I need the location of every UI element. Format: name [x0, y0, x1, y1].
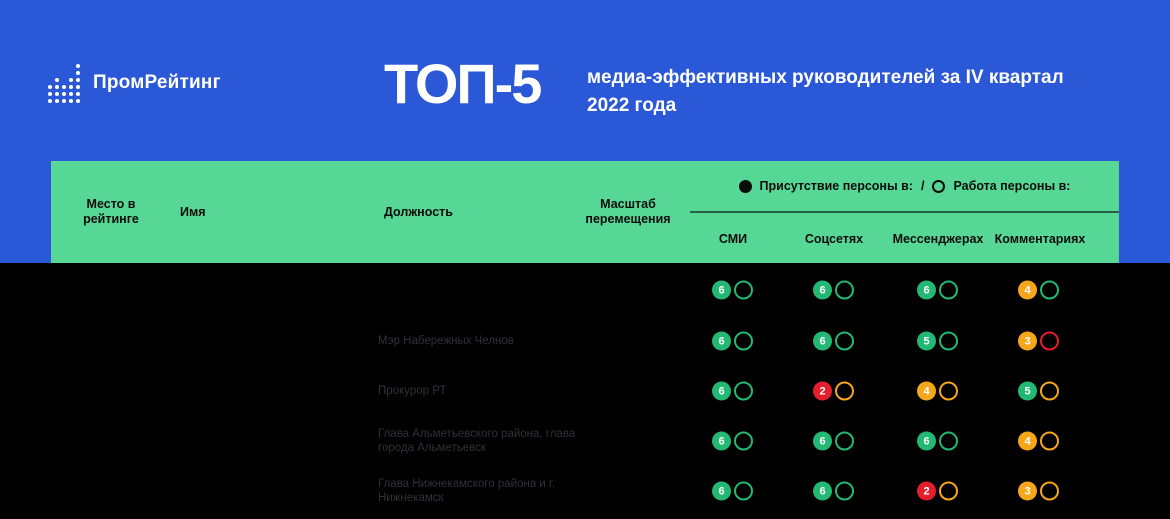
- metric-cell: 6: [712, 331, 753, 351]
- presence-score-circle: 2: [813, 381, 832, 401]
- metric-cell: 6: [813, 481, 854, 501]
- presence-score-circle: 4: [917, 381, 936, 401]
- logo-dot-column: [48, 85, 52, 103]
- page-subtitle-line2: 2022 года: [587, 95, 677, 116]
- header-divider: [690, 211, 1119, 213]
- metric-cell: 6: [917, 280, 958, 300]
- presence-score-circle: 5: [1018, 381, 1037, 401]
- page-subtitle-line1: медиа-эффективных руководителей за IV кв…: [587, 67, 1064, 88]
- work-score-ring: [835, 280, 854, 300]
- metric-cell: 4: [1018, 431, 1059, 451]
- table-row: Мэр Набережных Челнов 6 6 5 3: [0, 314, 1170, 368]
- brand-name: ПромРейтинг: [93, 72, 221, 93]
- logo-dot-column: [62, 85, 66, 103]
- presence-score-circle: 6: [712, 431, 731, 451]
- legend-work-label: Работа персоны в:: [953, 179, 1071, 193]
- logo-dot-column: [69, 78, 73, 103]
- presence-score-circle: 6: [813, 280, 832, 300]
- presence-score-circle: 4: [1018, 431, 1037, 451]
- position-cell: Прокурор РТ: [378, 385, 447, 397]
- presence-score-circle: 6: [813, 431, 832, 451]
- work-score-ring: [939, 280, 958, 300]
- work-score-ring: [1040, 431, 1059, 451]
- legend-presence-label: Присутствие персоны в:: [759, 179, 913, 193]
- work-score-ring: [734, 481, 753, 501]
- metric-cell: 5: [917, 331, 958, 351]
- work-score-ring: [734, 331, 753, 351]
- presence-score-circle: 3: [1018, 331, 1037, 351]
- presence-score-circle: 4: [1018, 280, 1037, 300]
- presence-score-circle: 6: [813, 481, 832, 501]
- page-title: ТОП-5: [384, 52, 542, 115]
- work-score-ring: [939, 331, 958, 351]
- presence-score-circle: 2: [917, 481, 936, 501]
- metric-cell: 6: [813, 331, 854, 351]
- work-score-ring: [835, 481, 854, 501]
- presence-score-circle: 6: [712, 280, 731, 300]
- table-row: Прокурор РТ 6 2 4 5: [0, 364, 1170, 418]
- position-cell: Глава Альметьевского района, глава города…: [378, 428, 576, 454]
- outline-circle-icon: [932, 179, 946, 193]
- logo-dot-column: [76, 64, 80, 103]
- work-score-ring: [939, 431, 958, 451]
- equalizer-dots-icon: [48, 63, 80, 103]
- metric-cell: 5: [1018, 381, 1059, 401]
- metric-cell: 4: [917, 381, 958, 401]
- presence-score-circle: 5: [917, 331, 936, 351]
- metric-cell: 2: [813, 381, 854, 401]
- filled-circle-icon: [738, 179, 752, 193]
- presence-score-circle: 6: [712, 331, 731, 351]
- metric-cell: 6: [813, 431, 854, 451]
- table-row: Глава Нижнекамского района и г. Нижнекамс…: [0, 464, 1170, 518]
- work-score-ring: [835, 331, 854, 351]
- metric-cell: 6: [917, 431, 958, 451]
- work-score-ring: [1040, 280, 1059, 300]
- work-score-ring: [734, 431, 753, 451]
- work-score-ring: [1040, 331, 1059, 351]
- presence-score-circle: 6: [917, 431, 936, 451]
- work-score-ring: [939, 481, 958, 501]
- work-score-ring: [1040, 381, 1059, 401]
- metric-cell: 6: [712, 381, 753, 401]
- column-header-position: Должность: [384, 204, 453, 219]
- metric-cell: 6: [813, 280, 854, 300]
- legend: Присутствие персоны в: / Работа персоны …: [690, 173, 1119, 199]
- legend-separator: /: [920, 179, 925, 193]
- metric-cell: 3: [1018, 481, 1059, 501]
- work-score-ring: [734, 280, 753, 300]
- logo-dot-column: [55, 78, 59, 103]
- table-row: 6 6 6 4: [0, 263, 1170, 317]
- column-header-smi: СМИ: [718, 232, 748, 246]
- work-score-ring: [1040, 481, 1059, 501]
- metric-cell: 6: [712, 280, 753, 300]
- presence-score-circle: 6: [917, 280, 936, 300]
- page-subtitle: медиа-эффективных руководителей за IV кв…: [587, 64, 1064, 120]
- brand: ПромРейтинг: [48, 63, 221, 103]
- presence-score-circle: 6: [712, 481, 731, 501]
- position-cell: Мэр Набережных Челнов: [378, 335, 514, 347]
- position-cell: Глава Нижнекамского района и г. Нижнекамс…: [378, 478, 556, 504]
- column-header-movement: Масштаб перемещения: [585, 197, 671, 226]
- metric-cell: 3: [1018, 331, 1059, 351]
- metric-cell: 2: [917, 481, 958, 501]
- column-header-socsети: Соцсетях: [804, 232, 864, 246]
- presence-score-circle: 6: [712, 381, 731, 401]
- metric-cell: 6: [712, 431, 753, 451]
- presence-score-circle: 6: [813, 331, 832, 351]
- table-header: Место в рейтинге Имя Должность Масштаб п…: [51, 161, 1119, 263]
- column-header-comments: Комментариях: [994, 232, 1086, 246]
- metric-cell: 6: [712, 481, 753, 501]
- column-header-name: Имя: [180, 204, 206, 219]
- metric-cell: 4: [1018, 280, 1059, 300]
- table-row: Глава Альметьевского района, глава города…: [0, 414, 1170, 468]
- presence-score-circle: 3: [1018, 481, 1037, 501]
- column-header-messengers: Мессенджерах: [892, 232, 984, 246]
- work-score-ring: [734, 381, 753, 401]
- work-score-ring: [835, 381, 854, 401]
- work-score-ring: [939, 381, 958, 401]
- work-score-ring: [835, 431, 854, 451]
- column-header-place: Место в рейтинге: [83, 197, 139, 226]
